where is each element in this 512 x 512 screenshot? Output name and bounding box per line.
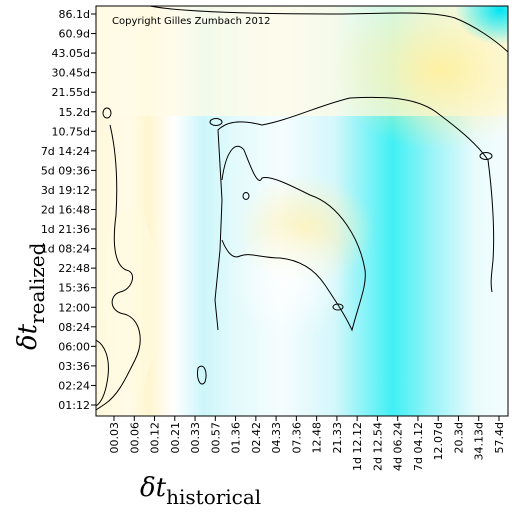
y-axis-symbol: δt	[13, 323, 43, 350]
x-tick-label: 00.57	[209, 422, 222, 454]
y-tick-label: 15.2d	[59, 106, 90, 119]
y-tick-label: 22:48	[58, 262, 90, 275]
y-tick-label: 15:36	[58, 282, 90, 295]
svg-text:δthistorical: δthistorical	[140, 473, 261, 509]
x-tick-label: 1d 12.12	[351, 422, 364, 471]
x-tick-label: 00.33	[189, 422, 202, 454]
copyright-text: Copyright Gilles Zumbach 2012	[112, 16, 271, 27]
x-tick-label: 4d 06.24	[392, 422, 405, 471]
x-tick-label: 00.03	[108, 422, 121, 454]
x-tick-label: 00.06	[128, 422, 141, 454]
y-tick-label: 43.05d	[52, 47, 90, 60]
contour-lines	[96, 6, 508, 411]
y-tick-label: 01:12	[58, 399, 90, 412]
y-tick-label: 5d 09:36	[41, 164, 90, 177]
contour-left-edge	[96, 339, 109, 407]
y-tick-label: 1d 21:36	[41, 223, 90, 236]
x-tick-label: 7d 04.12	[412, 422, 425, 471]
y-tick-label: 7d 14:24	[41, 145, 90, 158]
y-tick-label: 21.55d	[52, 86, 90, 99]
x-tick-label: 02.42	[250, 422, 263, 454]
y-tick-label: 02:24	[58, 379, 90, 392]
y-tick-label: 10.75d	[52, 125, 90, 138]
x-tick-label: 04.33	[270, 422, 283, 454]
x-axis-subscript: historical	[166, 485, 261, 509]
contour-left-band	[96, 124, 141, 411]
plot-frame	[95, 5, 509, 417]
x-tick-label: 20.3d	[452, 422, 465, 453]
y-tick-label: 86.1d	[59, 8, 90, 21]
y-tick-label: 60.9d	[59, 28, 90, 41]
x-tick-label: 2d 12.54	[371, 422, 384, 471]
contour-top-right	[149, 6, 508, 53]
x-tick-label: 57.4d	[493, 422, 506, 453]
x-tick-label: 00.21	[169, 422, 182, 454]
x-tick-label: 34.13d	[473, 422, 486, 460]
x-axis-title: δthistorical	[140, 473, 261, 509]
y-tick-label: 2d 16:48	[41, 204, 90, 217]
y-axis-ticks: 01:12 02:24 03:36 06:00 08:24 12:00 15:36 22:48…	[41, 8, 96, 412]
y-tick-label: 06:00	[58, 340, 90, 353]
contour-inner-loop	[221, 145, 366, 332]
x-tick-label: 12.07d	[432, 422, 445, 460]
svg-text:δtrealized: δtrealized	[13, 242, 49, 350]
y-axis-subscript: realized	[25, 242, 49, 323]
x-axis-symbol: δt	[140, 473, 167, 503]
x-axis-ticks: 00.03 00.06 00.12 00.21 00.33 00.57 01.36 02.42…	[108, 416, 506, 471]
x-tick-label: 00.12	[149, 422, 162, 454]
y-tick-label: 03:36	[58, 360, 90, 373]
contour-large-upper	[214, 96, 495, 331]
y-tick-label: 1d 08:24	[41, 243, 90, 256]
y-tick-label: 12:00	[58, 301, 90, 314]
y-tick-label: 08:24	[58, 321, 90, 334]
y-axis-title: δtrealized	[13, 242, 49, 350]
x-tick-label: 21.33	[331, 422, 344, 454]
x-tick-label: 07.36	[290, 422, 303, 454]
x-tick-label: 01.36	[230, 422, 243, 454]
y-tick-label: 30.45d	[52, 67, 90, 80]
x-tick-label: 12.48	[311, 422, 324, 454]
heatmap-surface	[96, 6, 508, 416]
y-tick-label: 3d 19:12	[41, 184, 90, 197]
